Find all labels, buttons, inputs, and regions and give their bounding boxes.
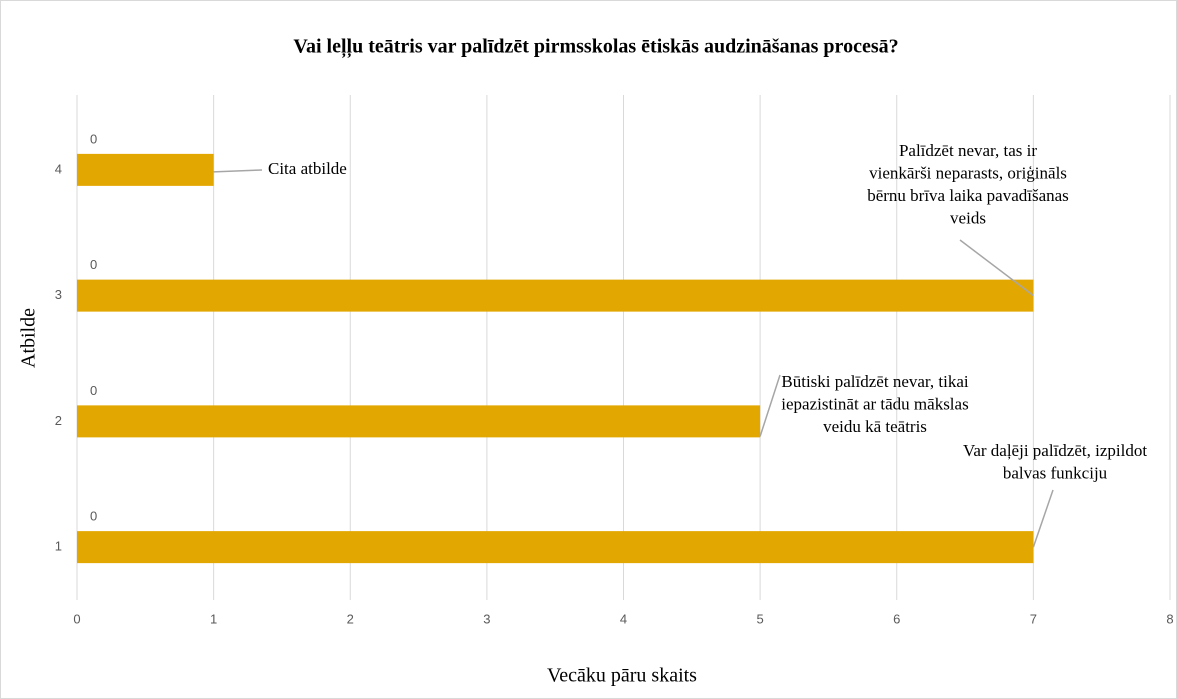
- bar: [77, 405, 761, 438]
- leader-line: [759, 374, 781, 437]
- callout-text: iepazistināt ar tādu mākslas: [781, 394, 968, 413]
- callout-text: bērnu brīva laika pavadīšanas: [867, 186, 1069, 205]
- bar-label: 0: [90, 257, 97, 272]
- bar: [77, 279, 1034, 312]
- bar-label: 0: [90, 383, 97, 398]
- bar: [77, 531, 1034, 564]
- callout-text: Cita atbilde: [268, 159, 347, 178]
- bar-label: 0: [90, 131, 97, 146]
- x-tick-label: 5: [757, 611, 764, 626]
- callout-text: vienkārši neparasts, oriģināls: [869, 163, 1067, 182]
- callout-text: veidu kā teātris: [823, 417, 927, 436]
- x-tick-label: 1: [210, 611, 217, 626]
- callout-text: Būtiski palīdzēt nevar, tikai: [781, 372, 968, 391]
- x-tick-label: 8: [1166, 611, 1173, 626]
- x-tick-label: 2: [347, 611, 354, 626]
- callout-text: Var daļēji palīdzēt, izpildot: [963, 441, 1147, 460]
- y-axis-title: Atbilde: [18, 308, 40, 368]
- y-tick-label: 2: [55, 413, 62, 428]
- callout-text: Palīdzēt nevar, tas ir: [899, 141, 1037, 160]
- callout-text: balvas funkciju: [1003, 463, 1108, 482]
- x-axis-title: Vecāku pāru skaits: [547, 665, 697, 687]
- x-tick-label: 6: [893, 611, 900, 626]
- x-tick-label: 3: [483, 611, 490, 626]
- y-tick-label: 4: [55, 161, 62, 176]
- x-tick-label: 4: [620, 611, 627, 626]
- bar-label: 0: [90, 509, 97, 524]
- bar: [77, 153, 214, 186]
- chart-title: Vai leļļu teātris var palīdzēt pirmsskol…: [293, 36, 898, 59]
- leader-line: [1032, 489, 1054, 548]
- x-tick-label: 0: [73, 611, 80, 626]
- y-tick-label: 1: [55, 539, 62, 554]
- x-tick-label: 7: [1030, 611, 1037, 626]
- leader-line: [213, 169, 263, 173]
- leader-line: [959, 239, 1034, 297]
- callout-text: veids: [950, 208, 986, 227]
- y-tick-label: 3: [55, 287, 62, 302]
